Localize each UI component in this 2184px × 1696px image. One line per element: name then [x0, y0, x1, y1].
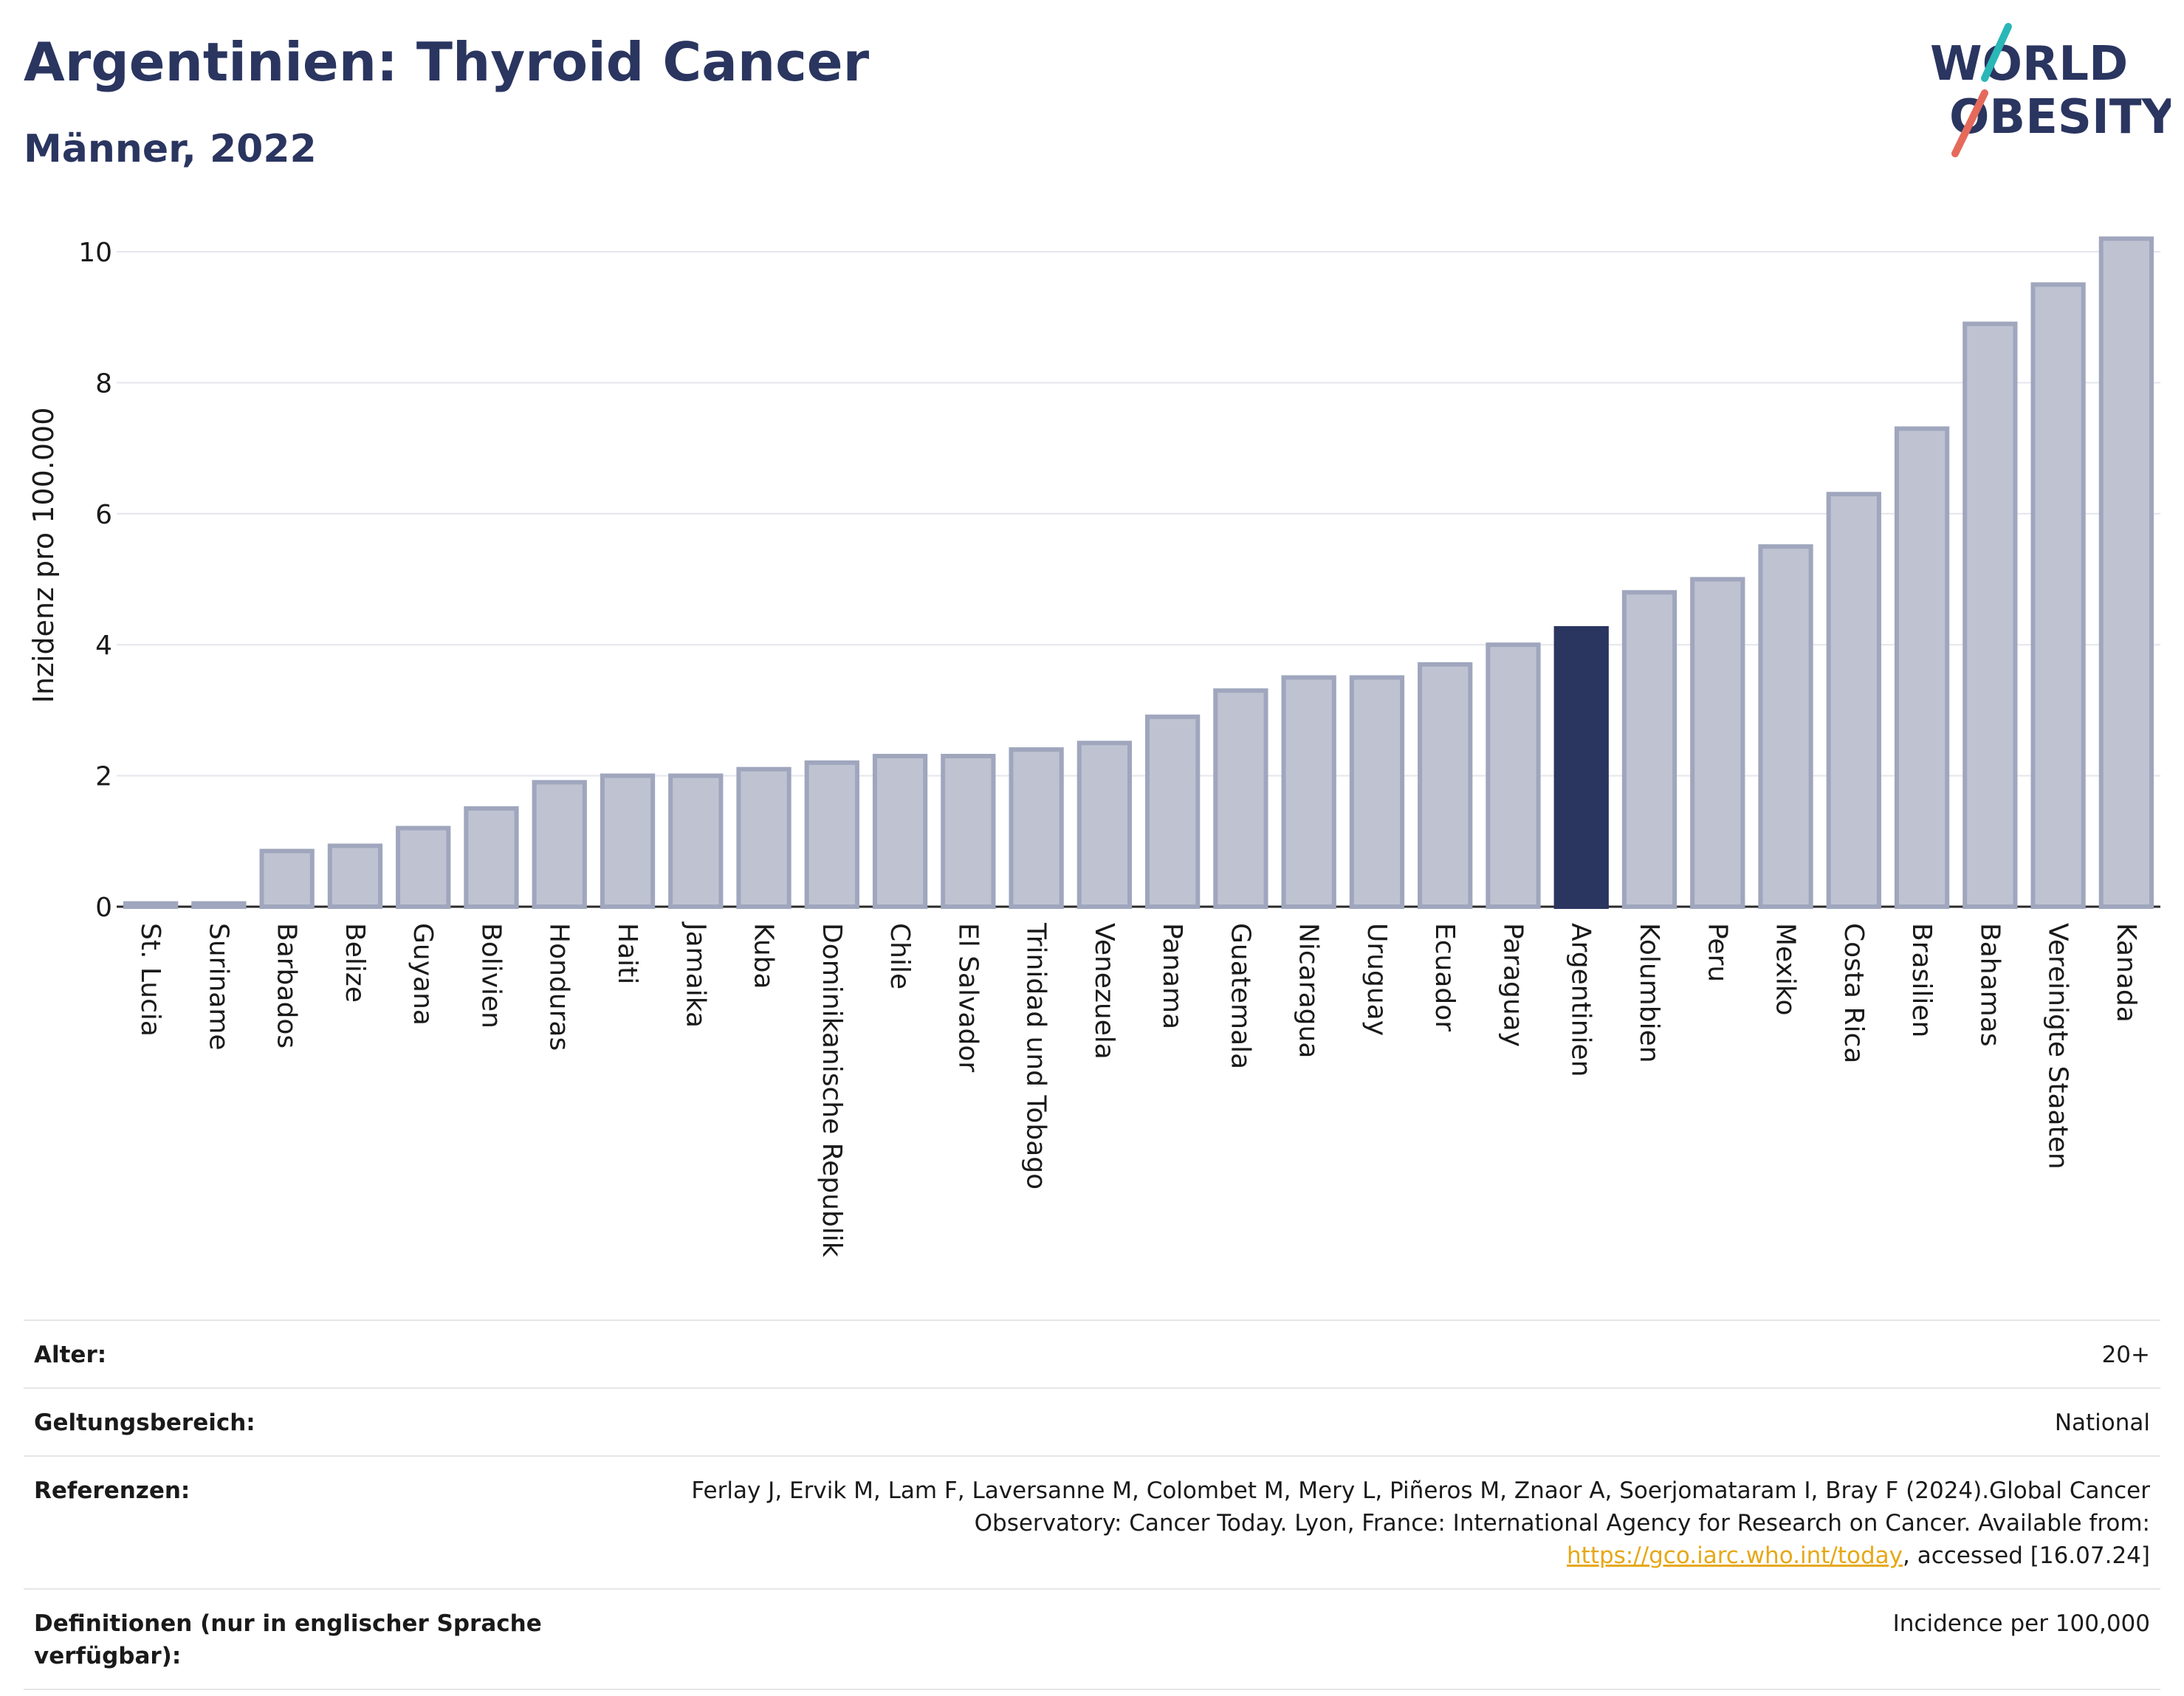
x-tick-label: Kolumbien [1634, 923, 1664, 1063]
y-tick-label: 8 [95, 368, 112, 399]
page-subtitle: Männer, 2022 [24, 127, 317, 171]
x-tick-label: Kuba [749, 923, 779, 989]
x-tick-label: Haiti [612, 923, 642, 984]
x-tick-label: Kanada [2111, 923, 2141, 1023]
x-tick-label: Costa Rica [1838, 923, 1869, 1063]
x-tick-labels: St. Lucia Suriname Barbados Belize Guyana Bol… [135, 921, 2141, 1257]
x-tick-label: Mexiko [1771, 923, 1801, 1015]
x-tick-label: Guatemala [1225, 923, 1255, 1069]
definitions-label: Definitionen (nur in englischer Sprache … [34, 1610, 542, 1669]
bar [1144, 714, 1201, 910]
references-text-end: , accessed [16.07.24] [1902, 1542, 2150, 1569]
info-row-definitions: Definitionen (nur in englischer Sprache … [24, 1588, 2160, 1690]
y-tick-label: 0 [95, 893, 112, 923]
bar [1213, 688, 1268, 909]
x-tick-label: Jamaika [680, 921, 710, 1028]
info-table: Alter: 20+ Geltungsbereich: National Ref… [24, 1319, 2160, 1690]
info-row-references: Referenzen: Ferlay J, Ervik M, Lam F, La… [24, 1455, 2160, 1588]
x-tick-label: El Salvador [952, 923, 983, 1072]
y-tick-label: 2 [95, 762, 112, 792]
bar [2030, 282, 2086, 910]
bar [123, 901, 179, 909]
references-text: Ferlay J, Ervik M, Lam F, Laversanne M, … [691, 1477, 2150, 1537]
bar [1962, 321, 2018, 909]
scope-label: Geltungsbereich: [34, 1410, 255, 1436]
y-tick-label: 6 [95, 500, 112, 530]
x-tick-label: Suriname [203, 923, 233, 1051]
bar [532, 780, 587, 909]
info-row-scope: Geltungsbereich: National [24, 1387, 2160, 1455]
bar [1894, 426, 1950, 909]
x-tick-label: Belize [340, 923, 370, 1003]
references-value: Ferlay J, Ervik M, Lam F, Laversanne M, … [636, 1474, 2150, 1572]
bar [191, 901, 247, 909]
bar [1758, 544, 1813, 910]
x-tick-label: Uruguay [1361, 923, 1392, 1036]
bar [1009, 747, 1064, 909]
y-tick-label: 10 [78, 238, 112, 268]
x-tick-label: Barbados [272, 923, 302, 1048]
bar-chart: 0 2 4 6 8 10 St. Lucia Suriname Barbados Belize G… [27, 236, 2160, 1257]
definitions-value: Incidence per 100,000 [1892, 1610, 2150, 1637]
bar [1418, 662, 1473, 909]
bar [1621, 590, 1678, 909]
age-label: Alter: [34, 1342, 107, 1368]
logo-line2: OBESITY [1949, 90, 2171, 145]
scope-value: National [2054, 1410, 2150, 1436]
info-row-age: Alter: 20+ [24, 1319, 2160, 1387]
x-tick-label: Bahamas [1974, 923, 2005, 1047]
bar [1281, 675, 1336, 909]
bar [600, 773, 656, 909]
bar [1486, 642, 1541, 909]
bar [1076, 741, 1133, 909]
x-tick-label: St. Lucia [135, 923, 165, 1037]
x-tick-label: Ecuador [1429, 923, 1460, 1031]
page-title: Argentinien: Thyroid Cancer [24, 31, 870, 93]
bar [1826, 492, 1881, 909]
references-link[interactable]: https://gco.iarc.who.int/today [1567, 1542, 1903, 1569]
x-tick-label: Nicaragua [1294, 923, 1324, 1058]
x-tick-label: Brasilien [1906, 923, 1937, 1037]
bar [1349, 675, 1405, 909]
logo-line1: WORLD [1930, 37, 2128, 92]
bars [123, 236, 2154, 910]
bar [259, 848, 315, 909]
x-tick-label: Guyana [408, 923, 438, 1026]
x-tick-label: Peru [1702, 923, 1732, 982]
x-tick-label: Bolivien [475, 923, 506, 1029]
bar [2098, 236, 2154, 909]
x-tick-label: Vereinigte Staaten [2043, 923, 2073, 1170]
grid-lines [117, 251, 2160, 908]
y-tick-labels: 0 2 4 6 8 10 [78, 238, 112, 923]
bar [668, 773, 724, 909]
bar [464, 806, 519, 909]
x-tick-label: Argentinien [1566, 923, 1596, 1077]
bar-highlight [1553, 626, 1609, 910]
bar [872, 753, 928, 909]
x-tick-label: Panama [1157, 923, 1187, 1029]
bar [327, 843, 383, 910]
age-value: 20+ [2101, 1342, 2150, 1368]
bar [804, 760, 859, 909]
x-tick-label: Chile [885, 923, 915, 989]
x-tick-label: Trinidad und Tobago [1021, 922, 1051, 1189]
bar [396, 825, 451, 910]
x-tick-label: Honduras [544, 923, 574, 1051]
x-tick-label: Venezuela [1089, 923, 1119, 1060]
y-axis-label: Inzidenz pro 100.000 [27, 408, 60, 704]
bar [941, 753, 996, 909]
bar [736, 766, 791, 909]
world-obesity-logo: WORLD OBESITY [1930, 23, 2171, 157]
x-tick-label: Paraguay [1497, 923, 1528, 1047]
x-tick-label: Dominikanische Republik [817, 923, 847, 1257]
references-label: Referenzen: [34, 1477, 190, 1504]
y-tick-label: 4 [95, 631, 112, 661]
bar [1690, 577, 1745, 909]
